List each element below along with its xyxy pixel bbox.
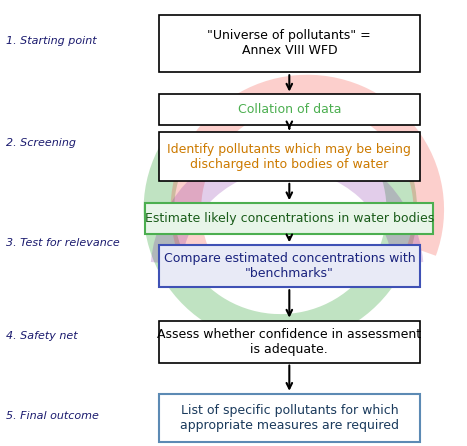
Text: 2. Screening: 2. Screening xyxy=(6,138,76,148)
FancyBboxPatch shape xyxy=(145,203,433,234)
FancyBboxPatch shape xyxy=(159,394,420,442)
FancyBboxPatch shape xyxy=(159,132,420,181)
Text: 4. Safety net: 4. Safety net xyxy=(6,331,78,341)
Text: 1. Starting point: 1. Starting point xyxy=(6,36,97,46)
Text: "Universe of pollutants" =
Annex VIII WFD: "Universe of pollutants" = Annex VIII WF… xyxy=(207,29,371,58)
FancyBboxPatch shape xyxy=(159,95,420,125)
Text: 5. Final outcome: 5. Final outcome xyxy=(6,411,99,421)
Text: Identify pollutants which may be being
discharged into bodies of water: Identify pollutants which may be being d… xyxy=(167,143,411,170)
FancyBboxPatch shape xyxy=(159,321,420,363)
Text: Estimate likely concentrations in water bodies: Estimate likely concentrations in water … xyxy=(145,212,434,225)
Text: Compare estimated concentrations with
"benchmarks": Compare estimated concentrations with "b… xyxy=(163,252,415,280)
Text: Collation of data: Collation of data xyxy=(238,103,341,116)
Text: 3. Test for relevance: 3. Test for relevance xyxy=(6,238,120,248)
FancyBboxPatch shape xyxy=(159,15,420,72)
Text: Assess whether confidence in assessment
is adequate.: Assess whether confidence in assessment … xyxy=(157,327,421,355)
Text: List of specific pollutants for which
appropriate measures are required: List of specific pollutants for which ap… xyxy=(180,404,399,432)
FancyBboxPatch shape xyxy=(159,245,420,287)
